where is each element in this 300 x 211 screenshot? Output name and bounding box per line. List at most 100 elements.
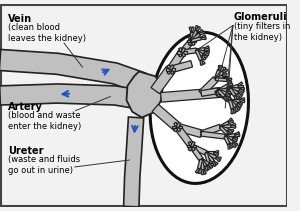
Polygon shape xyxy=(219,126,228,135)
Polygon shape xyxy=(228,83,233,86)
Polygon shape xyxy=(192,40,197,42)
Polygon shape xyxy=(223,69,228,73)
Polygon shape xyxy=(202,169,206,174)
Polygon shape xyxy=(224,96,229,99)
Polygon shape xyxy=(124,117,144,207)
Polygon shape xyxy=(229,100,234,109)
Polygon shape xyxy=(166,68,171,71)
Polygon shape xyxy=(191,37,202,42)
Polygon shape xyxy=(218,65,220,70)
Polygon shape xyxy=(222,67,226,72)
Polygon shape xyxy=(228,129,233,131)
Polygon shape xyxy=(190,145,203,161)
Polygon shape xyxy=(229,88,236,97)
Polygon shape xyxy=(190,30,198,41)
Polygon shape xyxy=(227,81,232,86)
Polygon shape xyxy=(218,65,223,70)
Polygon shape xyxy=(201,88,219,96)
Polygon shape xyxy=(189,27,193,32)
Polygon shape xyxy=(208,163,212,168)
Polygon shape xyxy=(195,50,203,61)
Polygon shape xyxy=(204,51,209,54)
Polygon shape xyxy=(217,91,231,102)
Polygon shape xyxy=(196,26,198,31)
Polygon shape xyxy=(170,61,193,73)
Polygon shape xyxy=(218,89,227,95)
Polygon shape xyxy=(238,85,243,87)
Polygon shape xyxy=(235,107,238,112)
Polygon shape xyxy=(228,120,233,123)
Polygon shape xyxy=(226,134,230,139)
Polygon shape xyxy=(171,68,176,71)
Polygon shape xyxy=(169,65,174,70)
Polygon shape xyxy=(238,82,243,87)
Polygon shape xyxy=(232,143,236,148)
Polygon shape xyxy=(214,71,224,80)
Polygon shape xyxy=(237,93,242,98)
Polygon shape xyxy=(205,166,208,171)
Polygon shape xyxy=(172,126,177,128)
Polygon shape xyxy=(224,136,230,145)
Polygon shape xyxy=(196,49,205,54)
Polygon shape xyxy=(169,69,174,74)
Polygon shape xyxy=(238,92,243,95)
Polygon shape xyxy=(191,144,207,155)
Polygon shape xyxy=(204,52,209,56)
Polygon shape xyxy=(196,47,205,52)
Polygon shape xyxy=(200,158,210,165)
Polygon shape xyxy=(239,89,244,92)
Ellipse shape xyxy=(150,32,248,183)
Polygon shape xyxy=(214,150,219,154)
Polygon shape xyxy=(225,135,233,140)
Polygon shape xyxy=(0,49,146,93)
Polygon shape xyxy=(215,87,231,96)
Polygon shape xyxy=(199,30,203,35)
Polygon shape xyxy=(200,159,207,167)
Polygon shape xyxy=(188,142,193,147)
Polygon shape xyxy=(190,142,195,147)
Polygon shape xyxy=(204,48,209,51)
Polygon shape xyxy=(160,88,221,102)
Polygon shape xyxy=(182,48,197,55)
Polygon shape xyxy=(213,161,218,165)
Polygon shape xyxy=(235,95,239,99)
Polygon shape xyxy=(200,31,205,35)
Polygon shape xyxy=(227,133,232,137)
Polygon shape xyxy=(217,88,221,93)
Polygon shape xyxy=(235,134,240,137)
Polygon shape xyxy=(227,78,232,81)
Polygon shape xyxy=(225,134,235,138)
Text: Vein: Vein xyxy=(8,14,32,24)
Polygon shape xyxy=(190,40,195,46)
Polygon shape xyxy=(216,91,220,94)
Polygon shape xyxy=(226,87,232,91)
Text: (waste and fluids
go out in urine): (waste and fluids go out in urine) xyxy=(8,155,80,175)
Polygon shape xyxy=(200,60,203,65)
Polygon shape xyxy=(191,33,201,42)
Polygon shape xyxy=(231,125,236,128)
Polygon shape xyxy=(216,157,220,162)
Polygon shape xyxy=(174,122,178,128)
Polygon shape xyxy=(228,143,233,148)
Polygon shape xyxy=(220,125,231,128)
Text: Artery: Artery xyxy=(8,102,43,112)
Polygon shape xyxy=(208,164,213,168)
Polygon shape xyxy=(218,88,227,92)
Text: (tiny filters in
the kidney): (tiny filters in the kidney) xyxy=(234,22,290,42)
Polygon shape xyxy=(230,99,240,102)
Polygon shape xyxy=(200,159,204,170)
Polygon shape xyxy=(191,27,194,32)
Polygon shape xyxy=(204,46,209,50)
Text: (blood and waste
enter the kidney): (blood and waste enter the kidney) xyxy=(8,111,81,131)
Polygon shape xyxy=(237,103,242,105)
Polygon shape xyxy=(220,126,229,131)
Polygon shape xyxy=(196,49,203,57)
Polygon shape xyxy=(167,69,172,74)
Polygon shape xyxy=(237,103,242,108)
Polygon shape xyxy=(202,55,206,60)
Polygon shape xyxy=(218,90,225,97)
Polygon shape xyxy=(195,168,200,173)
Polygon shape xyxy=(176,126,181,132)
Polygon shape xyxy=(239,87,244,91)
Polygon shape xyxy=(240,99,245,103)
